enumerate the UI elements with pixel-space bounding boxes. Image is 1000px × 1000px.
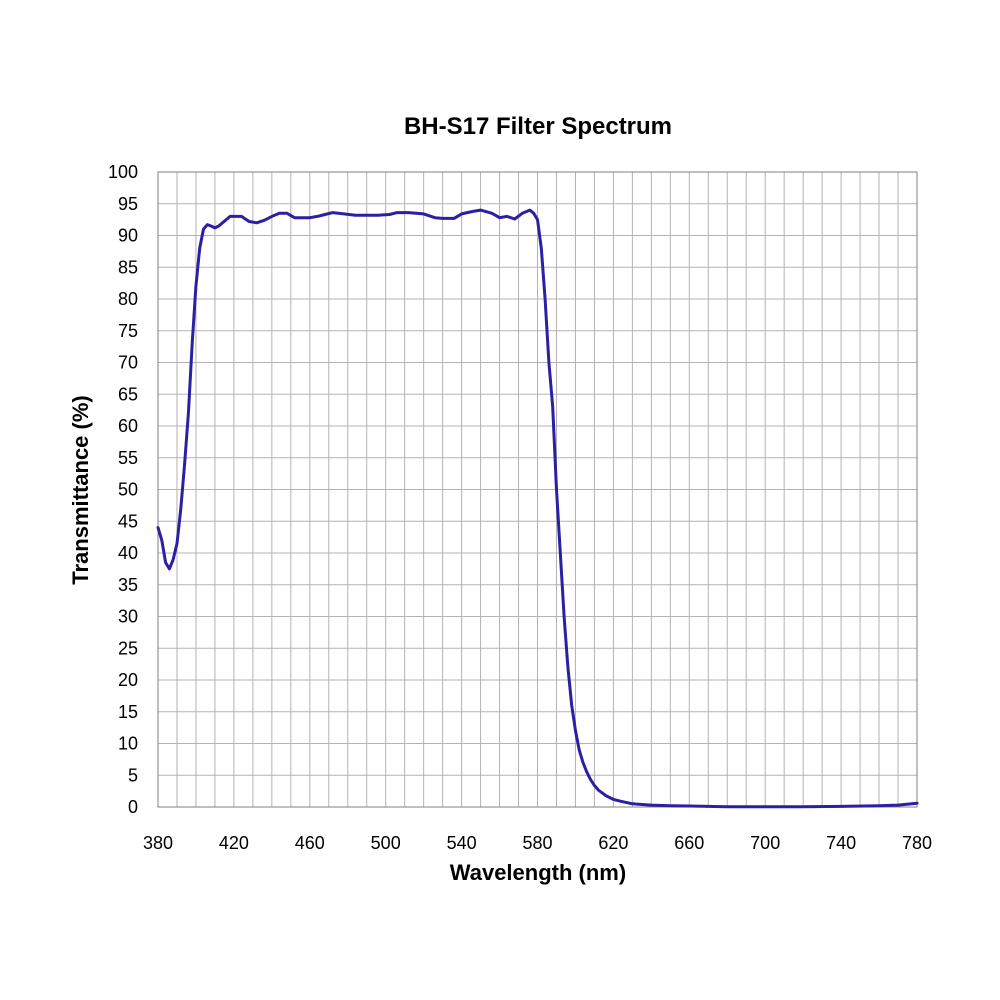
- x-tick-label: 740: [826, 833, 856, 853]
- y-tick-label: 55: [118, 448, 138, 468]
- x-tick-label: 460: [295, 833, 325, 853]
- y-tick-label: 85: [118, 257, 138, 277]
- y-tick-label: 15: [118, 702, 138, 722]
- y-tick-label: 50: [118, 480, 138, 500]
- y-tick-label: 75: [118, 321, 138, 341]
- x-tick-label: 540: [447, 833, 477, 853]
- x-tick-label: 780: [902, 833, 932, 853]
- x-tick-label: 620: [598, 833, 628, 853]
- y-axis-title: Transmittance (%): [68, 395, 93, 585]
- x-tick-label: 580: [522, 833, 552, 853]
- y-tick-label: 60: [118, 416, 138, 436]
- y-tick-labels: 0 5 10 15 20 25 30 35 40 45 50 55 60 65 70 75 80 85 90 95 10…: [108, 162, 138, 817]
- y-tick-label: 25: [118, 638, 138, 658]
- grid-lines: [157, 171, 918, 808]
- y-tick-label: 35: [118, 575, 138, 595]
- y-tick-label: 10: [118, 734, 138, 754]
- y-tick-label: 45: [118, 511, 138, 531]
- y-tick-label: 65: [118, 384, 138, 404]
- x-tick-label: 380: [143, 833, 173, 853]
- x-axis-title: Wavelength (nm): [450, 860, 626, 885]
- y-tick-label: 100: [108, 162, 138, 182]
- x-tick-labels: 380 420 460 500 540 580 620 660 700 740 780: [143, 833, 932, 853]
- y-tick-label: 90: [118, 226, 138, 246]
- y-tick-label: 80: [118, 289, 138, 309]
- y-tick-label: 30: [118, 607, 138, 627]
- y-tick-label: 0: [128, 797, 138, 817]
- transmittance-line: [156, 208, 919, 809]
- x-tick-label: 420: [219, 833, 249, 853]
- y-tick-label: 20: [118, 670, 138, 690]
- y-tick-label: 95: [118, 194, 138, 214]
- x-tick-label: 500: [371, 833, 401, 853]
- x-tick-label: 660: [674, 833, 704, 853]
- plot-frame: [157, 171, 918, 808]
- x-tick-label: 700: [750, 833, 780, 853]
- y-tick-label: 40: [118, 543, 138, 563]
- series-layer: [156, 208, 919, 809]
- y-tick-label: 70: [118, 353, 138, 373]
- chart-title: BH-S17 Filter Spectrum: [404, 113, 672, 140]
- y-tick-label: 5: [128, 765, 138, 785]
